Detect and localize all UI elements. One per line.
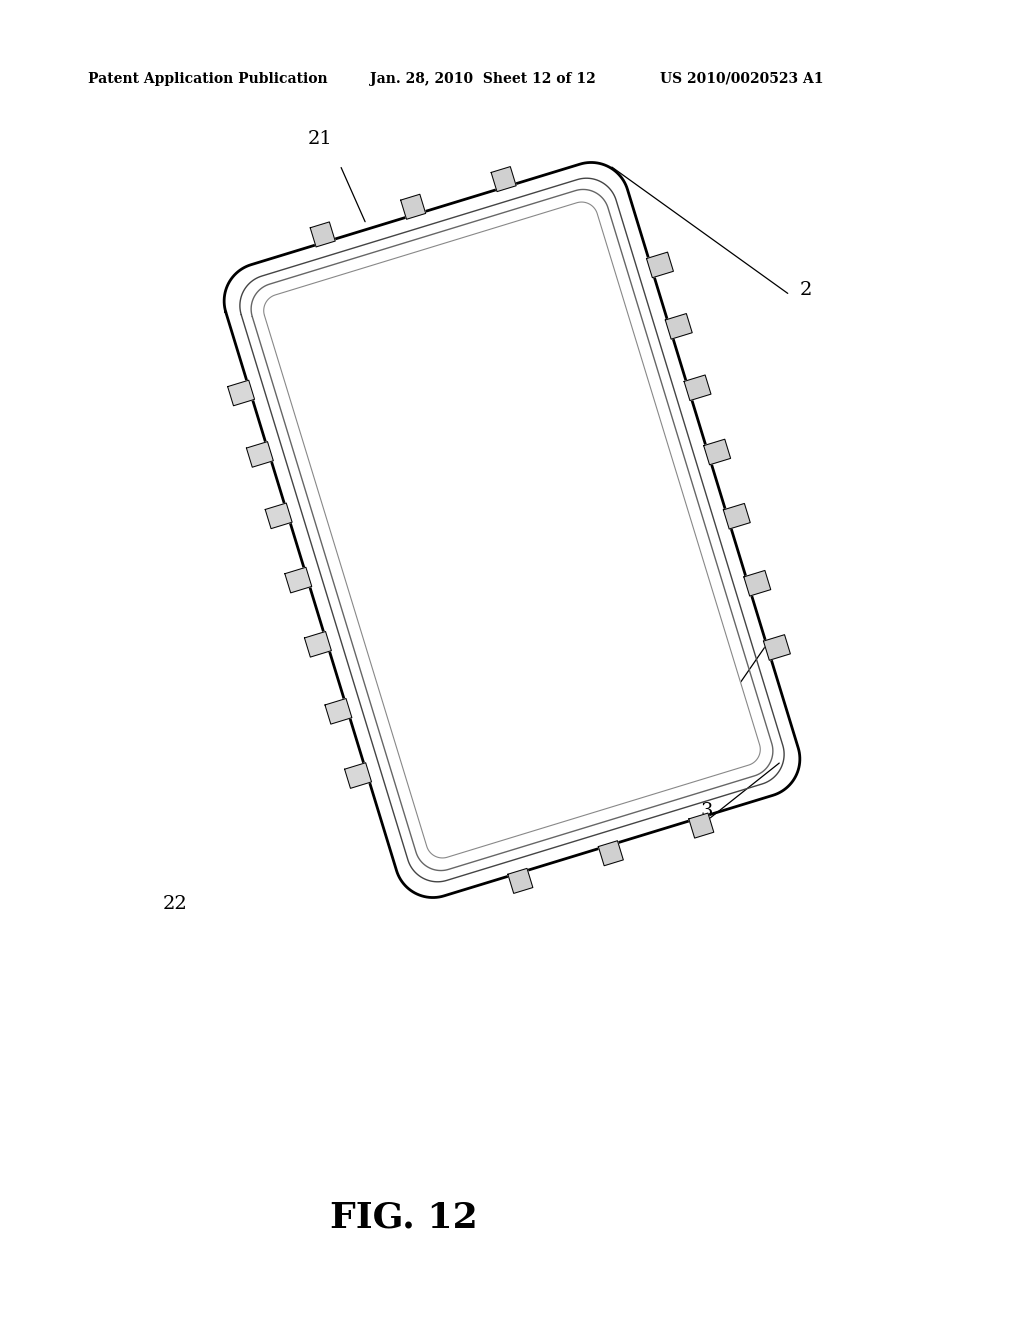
Polygon shape bbox=[703, 440, 730, 465]
Polygon shape bbox=[646, 252, 674, 277]
Text: Jan. 28, 2010  Sheet 12 of 12: Jan. 28, 2010 Sheet 12 of 12 bbox=[370, 73, 596, 86]
Polygon shape bbox=[265, 503, 292, 528]
Polygon shape bbox=[598, 841, 624, 866]
Polygon shape bbox=[666, 314, 692, 339]
Polygon shape bbox=[304, 631, 332, 657]
Polygon shape bbox=[508, 869, 532, 894]
Polygon shape bbox=[325, 698, 352, 725]
Text: 2: 2 bbox=[800, 281, 812, 300]
Polygon shape bbox=[224, 162, 800, 898]
Text: 22: 22 bbox=[163, 895, 187, 913]
Polygon shape bbox=[743, 570, 771, 597]
Polygon shape bbox=[310, 222, 335, 247]
Text: 21: 21 bbox=[307, 129, 333, 148]
Polygon shape bbox=[689, 813, 714, 838]
Polygon shape bbox=[264, 202, 760, 858]
Text: Patent Application Publication: Patent Application Publication bbox=[88, 73, 328, 86]
Text: US 2010/0020523 A1: US 2010/0020523 A1 bbox=[660, 73, 823, 86]
Polygon shape bbox=[247, 442, 273, 467]
Polygon shape bbox=[345, 763, 372, 788]
Polygon shape bbox=[492, 166, 516, 191]
Polygon shape bbox=[723, 503, 751, 529]
Text: FIG. 12: FIG. 12 bbox=[330, 1200, 478, 1234]
Polygon shape bbox=[227, 380, 255, 405]
Text: 35: 35 bbox=[688, 737, 713, 755]
Polygon shape bbox=[400, 194, 426, 219]
Polygon shape bbox=[285, 568, 311, 593]
Polygon shape bbox=[684, 375, 711, 400]
Text: 3: 3 bbox=[700, 803, 713, 820]
Polygon shape bbox=[764, 635, 791, 660]
